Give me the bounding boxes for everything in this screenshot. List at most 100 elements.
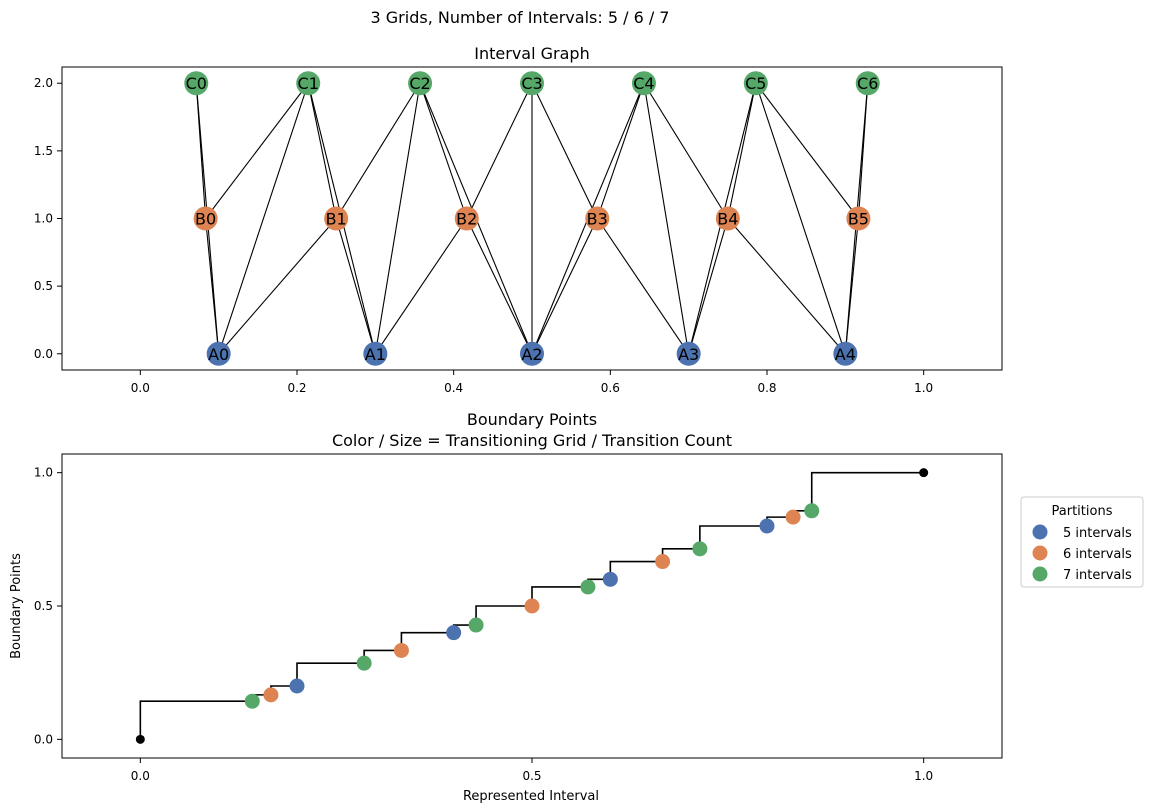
boundary-point (655, 554, 671, 570)
edge-B5-C5 (755, 82, 859, 219)
legend-frame (1020, 496, 1144, 588)
node-label-A0: A0 (208, 345, 229, 364)
boundary-point (289, 678, 305, 694)
legend-marker-A (1032, 524, 1048, 540)
boundary-point (759, 518, 775, 534)
node-label-C6: C6 (857, 74, 878, 93)
boundary-points-chart: Boundary Points Color / Size = Transitio… (9, 410, 1144, 804)
edge-A4-B4 (727, 218, 846, 355)
node-label-A2: A2 (521, 345, 542, 364)
edge-A0-B1 (218, 218, 337, 355)
interval-graph-chart: Interval Graph A0 A1 A2 A3 A4 B0 B1 B2 B3 B4 B5 C0 C… (34, 44, 1003, 395)
interval-graph-nodes: A0 A1 A2 A3 A4 B0 B1 B2 B3 B4 B5 C0 C1 C2 C3 C4 C5 C6 (184, 71, 880, 366)
node-label-B4: B4 (717, 210, 738, 229)
edge-B1-C1 (307, 83, 337, 219)
x-tick-label: 1.0 (914, 381, 933, 395)
endpoint-1 (919, 468, 929, 478)
edge-B4-C4 (643, 82, 729, 219)
interval-graph-x-ticks: 0.0 0.2 0.4 0.6 0.8 1.0 (131, 370, 933, 395)
edge-A2-B3 (531, 218, 598, 355)
node-A0 (206, 341, 231, 366)
edge-A2-B2 (466, 218, 533, 355)
node-label-C2: C2 (409, 74, 430, 93)
y-tick-label: 1.0 (34, 212, 53, 226)
node-label-C1: C1 (298, 74, 319, 93)
y-tick-label: 0.5 (34, 599, 53, 613)
node-A3 (676, 341, 701, 366)
edge-A0-C1 (218, 83, 309, 354)
node-A1 (363, 341, 388, 366)
y-tick-label: 0.0 (34, 732, 53, 746)
boundary-point (602, 571, 618, 587)
x-tick-label: 0.4 (444, 381, 463, 395)
edge-B2-C2 (419, 83, 468, 219)
interval-graph-edges (195, 82, 869, 355)
node-B4 (715, 206, 740, 231)
node-label-B5: B5 (848, 210, 869, 229)
boundary-points-ylabel: Boundary Points (9, 553, 24, 659)
boundary-points-markers (135, 468, 929, 744)
x-tick-label: 0.5 (522, 769, 541, 783)
node-A4 (833, 341, 858, 366)
node-C6 (855, 71, 880, 96)
node-C5 (743, 71, 768, 96)
edge-B3-C4 (596, 83, 645, 219)
x-tick-label: 0.0 (131, 769, 150, 783)
boundary-point (580, 579, 596, 595)
legend-title: Partitions (1052, 504, 1113, 519)
x-tick-label: 0.8 (757, 381, 776, 395)
y-tick-label: 0.0 (34, 347, 53, 361)
legend-entries: 5 intervals 6 intervals 7 intervals (1032, 524, 1132, 583)
boundary-point (804, 503, 820, 519)
node-B5 (846, 206, 871, 231)
node-C2 (408, 71, 433, 96)
legend-label: 6 intervals (1063, 547, 1132, 562)
y-tick-label: 0.5 (34, 279, 53, 293)
boundary-points-x-ticks: 0.0 0.5 1.0 (131, 758, 933, 783)
boundary-point (263, 687, 279, 703)
node-C3 (520, 71, 544, 96)
boundary-points-title: Boundary Points (467, 410, 597, 429)
node-label-A1: A1 (365, 345, 386, 364)
legend-marker-C (1032, 566, 1048, 582)
legend-label: 5 intervals (1063, 526, 1132, 541)
boundary-point (524, 598, 540, 614)
edge-B0-C1 (205, 82, 309, 219)
node-B0 (193, 206, 218, 231)
node-C1 (296, 71, 321, 96)
node-label-B1: B1 (326, 210, 347, 229)
interval-graph-y-ticks: 0.0 0.5 1.0 1.5 2.0 (34, 76, 62, 361)
edge-B3-C3 (531, 82, 598, 219)
node-label-C0: C0 (186, 74, 207, 93)
interval-graph-title: Interval Graph (474, 44, 589, 63)
boundary-point (446, 625, 462, 641)
x-tick-label: 1.0 (914, 769, 933, 783)
edge-A1-B2 (374, 218, 468, 355)
edge-B1-C2 (335, 82, 421, 219)
node-label-C4: C4 (633, 74, 654, 93)
boundary-points-subtitle: Color / Size = Transitioning Grid / Tran… (332, 431, 732, 450)
node-label-B3: B3 (587, 210, 608, 229)
node-label-A3: A3 (678, 345, 699, 364)
node-label-A4: A4 (835, 345, 856, 364)
node-label-C5: C5 (745, 74, 766, 93)
node-label-B2: B2 (456, 210, 477, 229)
node-B3 (585, 206, 610, 231)
edge-B5-C6 (857, 83, 869, 219)
node-C0 (184, 71, 209, 96)
edge-B4-C5 (727, 83, 757, 219)
edge-A4-C5 (755, 83, 846, 354)
node-label-B0: B0 (195, 210, 216, 229)
edge-B2-C3 (466, 82, 533, 219)
node-A2 (520, 341, 544, 366)
legend-marker-B (1032, 545, 1048, 561)
node-C4 (631, 71, 656, 96)
y-tick-label: 1.0 (34, 466, 53, 480)
figure-suptitle: 3 Grids, Number of Intervals: 5 / 6 / 7 (371, 8, 670, 27)
legend-label: 7 intervals (1063, 568, 1132, 583)
boundary-point (785, 509, 801, 525)
y-tick-label: 1.5 (34, 144, 53, 158)
x-tick-label: 0.0 (131, 381, 150, 395)
boundary-point (356, 655, 372, 671)
edge-A1-C2 (374, 83, 421, 354)
